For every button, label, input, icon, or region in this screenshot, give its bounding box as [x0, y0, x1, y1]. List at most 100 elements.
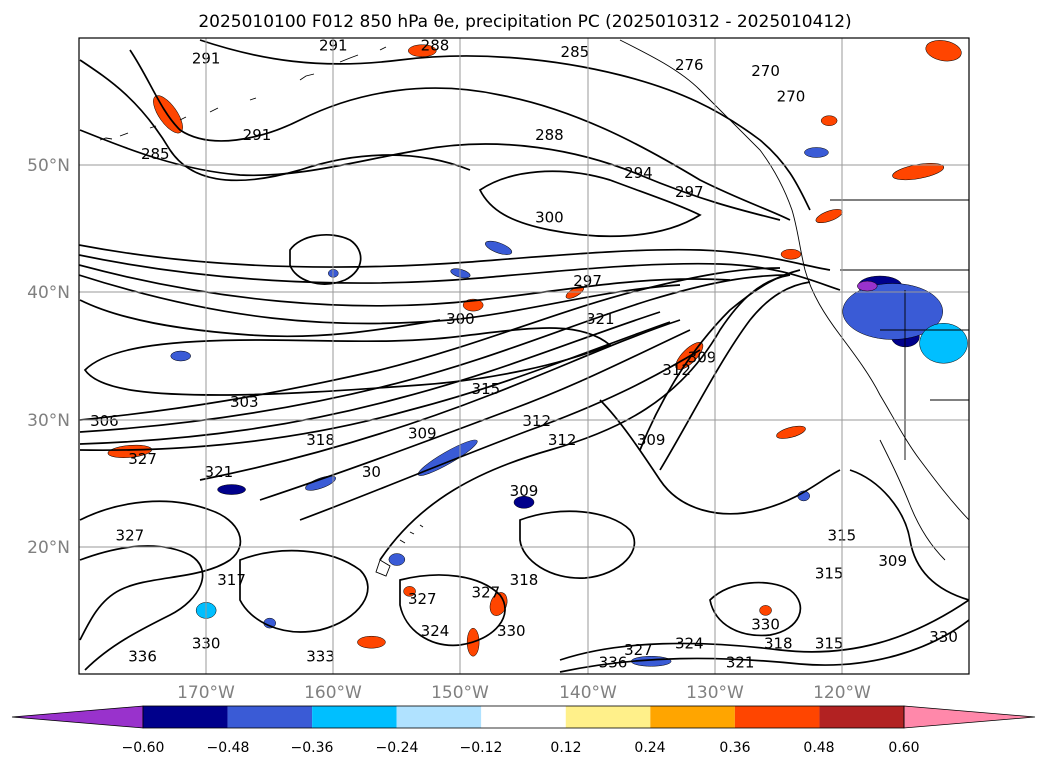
colorbar-tick-label: −0.60 — [122, 740, 165, 756]
lon-label-140w: 140°W — [559, 683, 617, 703]
hawaii-islands — [375, 524, 424, 577]
precip-patch — [357, 635, 386, 649]
baja-coast — [879, 439, 946, 561]
precip-patch — [408, 44, 437, 57]
contour-label: 330 — [751, 615, 780, 633]
lat-label-30n: 30°N — [27, 411, 70, 431]
contour-label: 312 — [522, 412, 551, 430]
precip-patch — [403, 586, 416, 597]
contour-label: 321 — [205, 463, 234, 481]
precip-patch — [759, 605, 772, 616]
contour-line — [79, 545, 204, 671]
contour-label: 327 — [408, 590, 437, 608]
map-frame — [78, 37, 970, 675]
precip-patch — [804, 147, 829, 158]
precip-patch — [780, 248, 802, 260]
map-background — [79, 38, 969, 674]
colorbar-tick-label: −0.36 — [291, 740, 334, 756]
precip-patch — [857, 280, 878, 292]
contour-line — [849, 469, 969, 601]
contour-line — [79, 299, 441, 338]
contour-line — [289, 233, 362, 285]
coastlines — [99, 39, 969, 577]
contour-line — [79, 500, 242, 641]
contour-label: 318 — [510, 571, 539, 589]
contour-label: 330 — [929, 628, 958, 646]
contour-label: 309 — [878, 552, 907, 570]
contour-label: 327 — [128, 450, 157, 468]
precip-patch — [305, 475, 336, 491]
contour-line — [83, 327, 612, 396]
contour-line — [239, 549, 369, 633]
contour-line — [259, 329, 691, 501]
contour-label: 309 — [637, 431, 666, 449]
contour-label: 303 — [230, 393, 259, 411]
contour-label: 309 — [408, 425, 437, 443]
contour-line — [79, 321, 671, 452]
contour-line — [299, 349, 701, 521]
contour-label: 288 — [421, 37, 450, 55]
colorbar-bin — [481, 706, 566, 728]
longitude-labels: 170°W 160°W 150°W 140°W 130°W 120°W — [177, 683, 871, 703]
colorbar-bin — [396, 706, 482, 728]
contour-label: 306 — [90, 412, 119, 430]
colorbar-tick-label: 0.12 — [550, 740, 581, 756]
contour-label: 30 — [362, 463, 381, 481]
lat-label-20n: 20°N — [27, 538, 70, 558]
contour-label: 285 — [141, 145, 170, 163]
lon-label-170w: 170°W — [177, 683, 235, 703]
colorbar-tick-label: −0.12 — [460, 740, 503, 756]
contour-label: 285 — [561, 43, 590, 61]
contour-label: 315 — [472, 380, 501, 398]
lat-label-50n: 50°N — [27, 156, 70, 176]
precip-patch — [217, 484, 246, 495]
aleutian-islands — [99, 46, 387, 141]
contour-line — [79, 244, 831, 271]
contour-line — [599, 399, 841, 515]
contour-label: 321 — [586, 310, 615, 328]
contour-label: 309 — [510, 482, 539, 500]
contour-label: 270 — [777, 88, 806, 106]
contour-line — [559, 619, 969, 673]
contour-line — [519, 510, 636, 579]
colorbar-tick-label: −0.24 — [376, 740, 419, 756]
colorbar-tick-label: 0.60 — [888, 740, 919, 756]
contour-line — [79, 274, 791, 433]
colorbar-tick-label: 0.36 — [719, 740, 750, 756]
precip-patch — [842, 283, 943, 340]
lon-label-120w: 120°W — [813, 683, 871, 703]
contour-label: 321 — [726, 654, 755, 672]
precip-patch — [776, 425, 806, 439]
contour-label: 297 — [675, 183, 704, 201]
contour-line — [79, 129, 781, 221]
contour-label: 324 — [421, 622, 450, 640]
lat-label-40n: 40°N — [27, 283, 70, 303]
contour-label: 276 — [675, 56, 704, 74]
colorbar-tick-label: 0.24 — [634, 740, 665, 756]
contour-label: 294 — [624, 164, 653, 182]
north-america-coastline — [619, 39, 969, 521]
precip-patch — [170, 350, 191, 362]
contour-line — [379, 274, 791, 561]
contour-label: 336 — [128, 647, 157, 665]
contour-label: 288 — [535, 126, 564, 144]
contour-label: 309 — [688, 348, 717, 366]
contour-line — [559, 599, 969, 661]
contour-label: 291 — [243, 126, 272, 144]
precip-patch — [919, 323, 968, 364]
colorbar — [11, 705, 1036, 729]
contour-label: 330 — [497, 622, 526, 640]
contour-line — [129, 49, 791, 221]
colorbar-tick-label: −0.48 — [207, 740, 250, 756]
lon-label-150w: 150°W — [431, 683, 489, 703]
contour-line — [199, 319, 681, 481]
contour-label: 315 — [815, 635, 844, 653]
contour-line — [79, 264, 731, 307]
contour-line — [639, 269, 801, 451]
state-borders — [830, 199, 969, 460]
contour-label: 336 — [599, 654, 628, 672]
colorbar-bin — [143, 706, 228, 728]
contour-label: 324 — [675, 635, 704, 653]
